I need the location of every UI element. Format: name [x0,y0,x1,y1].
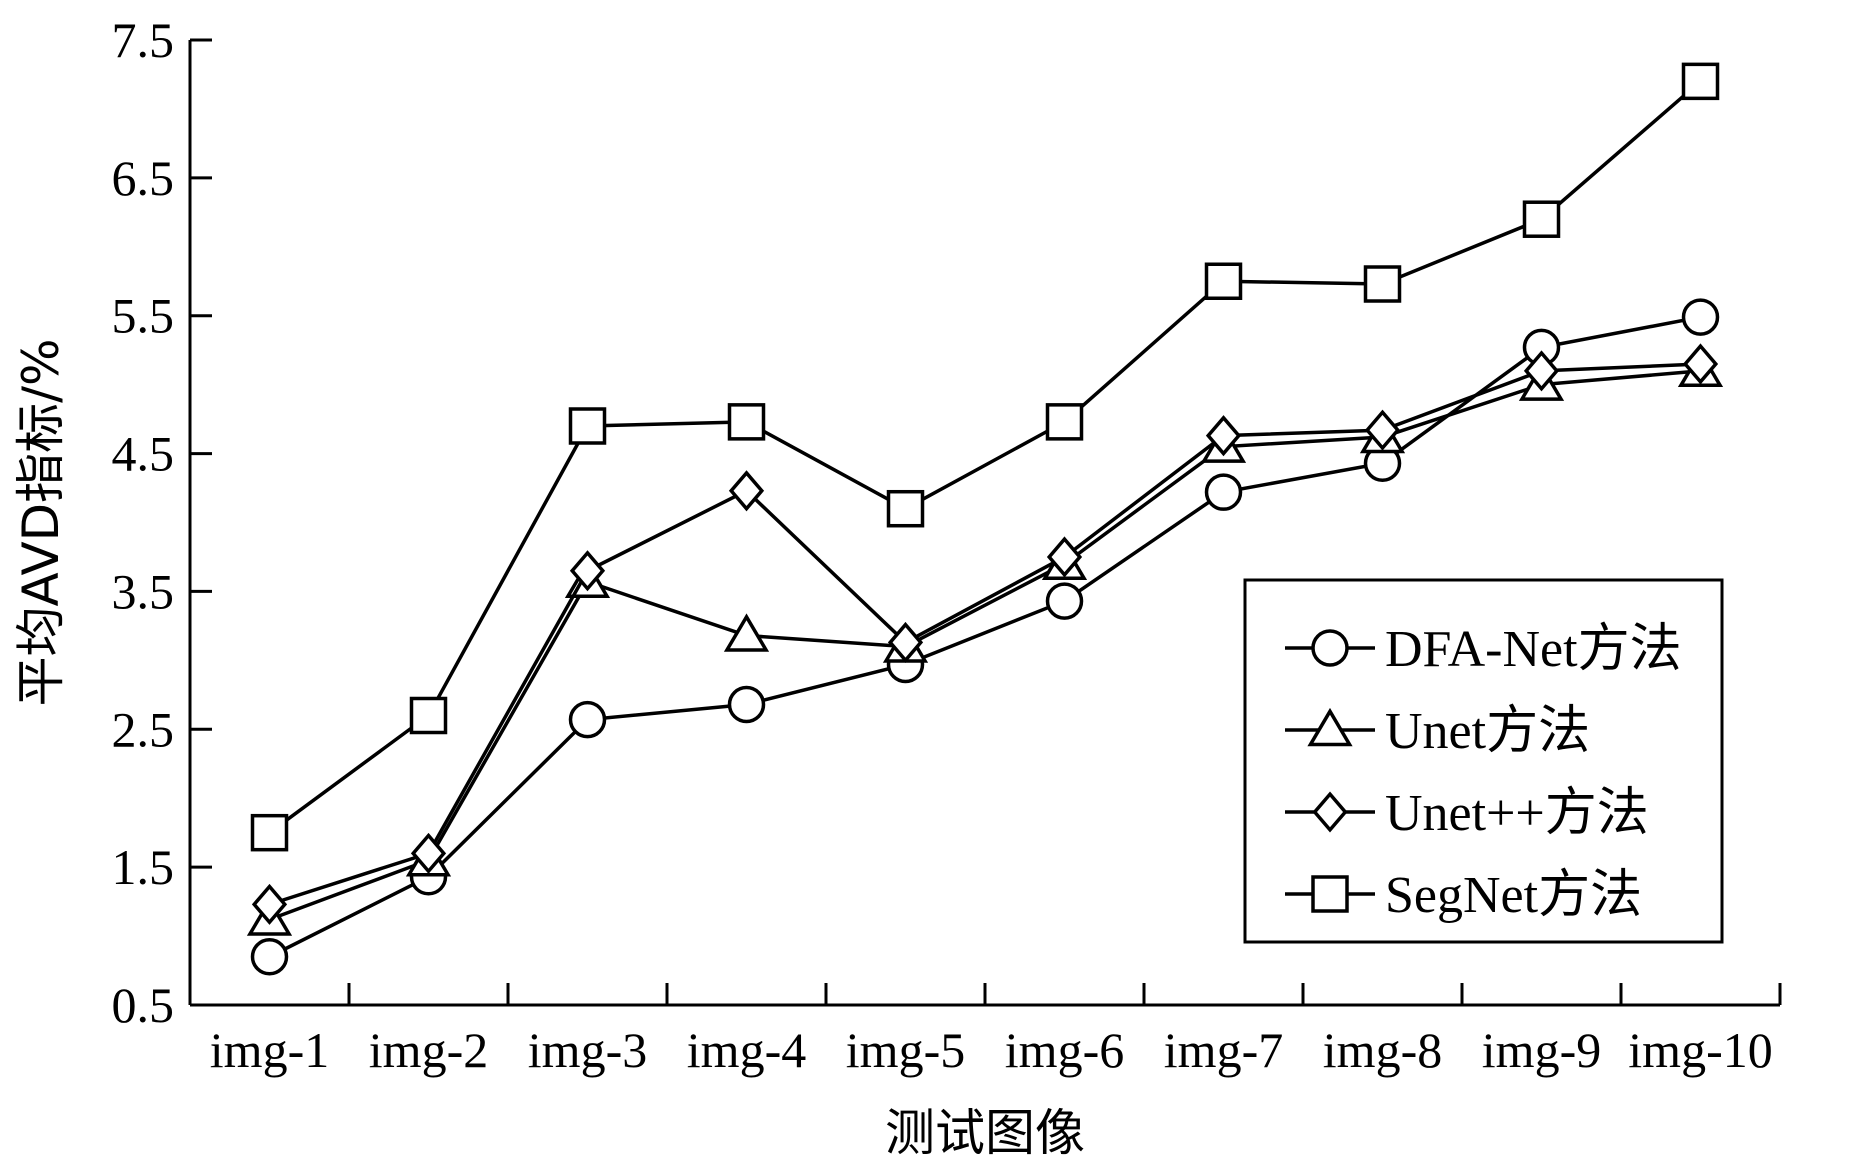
data-point-square [727,403,766,441]
legend-marker-circle [1311,629,1349,667]
y-tick-label: 0.5 [112,977,175,1033]
x-tick-label: img-5 [846,1022,965,1078]
x-tick-label: img-9 [1482,1022,1601,1078]
y-tick-label: 7.5 [112,12,175,68]
x-tick-label: img-3 [528,1022,647,1078]
data-point-diamond [728,470,765,512]
legend-marker-diamond [1312,791,1348,833]
data-point-triangle [723,613,770,652]
data-point-square [409,696,448,735]
data-point-diamond [1523,350,1560,392]
x-tick-label: img-7 [1164,1022,1283,1078]
data-point-diamond [1205,415,1242,457]
series-diamond [251,343,1719,925]
y-tick-label: 1.5 [112,839,175,895]
legend-label: Unet++方法 [1385,785,1649,842]
series-line-triangle [268,369,1701,922]
data-point-circle [1045,582,1084,620]
legend: DFA-Net方法 Unet方法 Unet++方法 SegNet方法 [1243,578,1724,944]
y-tick-label: 5.5 [112,288,175,344]
y-tick-label: 2.5 [112,701,175,757]
data-point-diamond [1046,536,1083,578]
x-axis-title: 测试图像 [885,1104,1085,1162]
legend-label: SegNet方法 [1385,867,1642,924]
y-axis-title: 平均AVD指标/% [12,338,70,706]
x-tick-label: img-8 [1323,1022,1442,1078]
legend-marker-square [1311,875,1349,913]
data-point-square [1522,200,1561,238]
y-tick-label: 3.5 [112,563,175,619]
data-point-square [1045,403,1084,441]
x-tick-label: img-4 [687,1022,806,1078]
series-line-square [268,80,1702,835]
data-point-circle [568,700,607,739]
x-tick-label: img-6 [1005,1022,1124,1078]
x-tick-label: img-1 [210,1022,329,1078]
data-point-diamond [569,550,606,592]
data-point-diamond [1364,409,1401,451]
series-line-circle [268,315,1701,959]
y-tick-label: 6.5 [112,150,175,206]
data-point-diamond [887,621,924,663]
data-point-diamond [410,832,447,874]
data-point-square [886,489,925,528]
series-square [250,62,1720,852]
series-line-diamond [268,362,1701,907]
data-point-circle [1681,298,1720,336]
x-tick-label: img-2 [369,1022,488,1078]
data-point-circle [1204,473,1243,511]
data-point-square [1363,265,1402,303]
legend-label: DFA-Net方法 [1385,621,1682,678]
data-point-square [1204,262,1243,300]
data-point-square [1681,62,1720,101]
x-tick-label: img-10 [1628,1022,1772,1078]
data-point-square [568,407,607,445]
axes: 0.5 1.5 2.5 3.5 4.5 5.5 6.5 7.5 img-1 img-2 img-3 i… [112,12,1782,1078]
data-point-circle [727,685,766,724]
data-point-diamond [1682,343,1719,385]
data-point-circle [250,938,289,976]
series-layer [246,62,1724,976]
data-point-diamond [251,883,288,925]
legend-marker-triangle [1307,707,1353,747]
y-tick-label: 4.5 [112,426,175,482]
legend-label: Unet方法 [1385,703,1590,760]
data-point-square [250,813,289,852]
